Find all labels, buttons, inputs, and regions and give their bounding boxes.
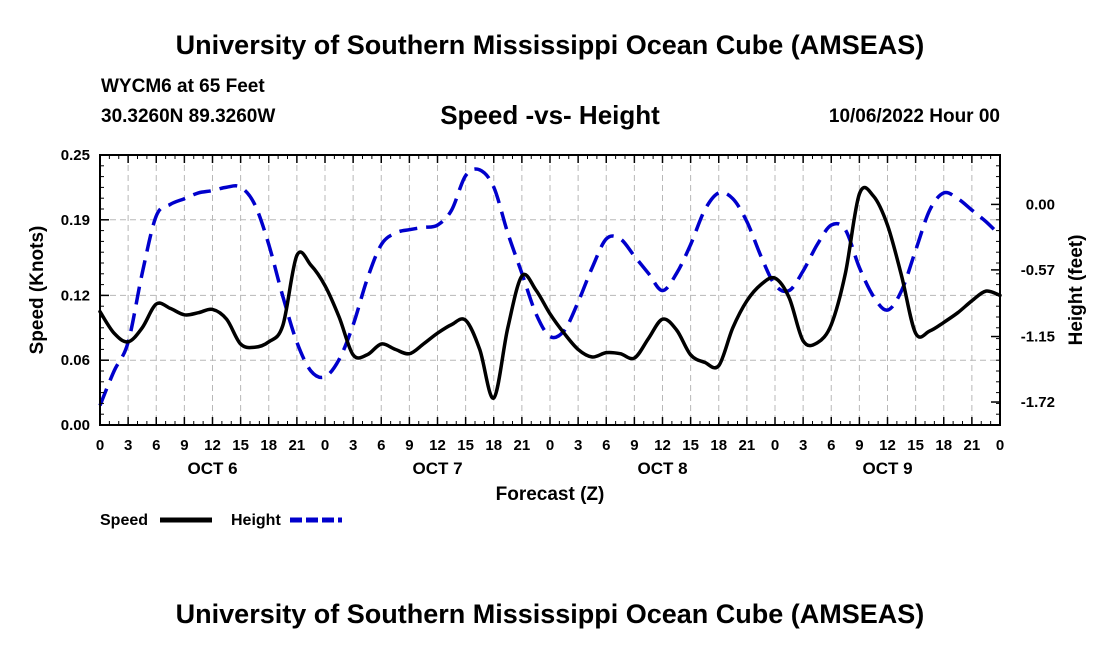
day-label: OCT 6	[187, 459, 237, 478]
x-tick-label: 21	[514, 437, 531, 454]
y-tick-label: 0.00	[61, 417, 90, 434]
x-tick-label: 6	[602, 437, 610, 454]
legend-speed-label: Speed	[100, 512, 148, 529]
y2-tick-label: -0.57	[1021, 262, 1055, 279]
x-tick-label: 18	[485, 437, 502, 454]
x-tick-label: 9	[180, 437, 188, 454]
day-label: OCT 9	[862, 459, 912, 478]
y-tick-label: 0.25	[61, 147, 90, 164]
x-tick-label: 3	[799, 437, 807, 454]
x-tick-label: 15	[682, 437, 699, 454]
x-tick-label: 0	[771, 437, 779, 454]
day-label: OCT 7	[412, 459, 462, 478]
x-tick-label: 15	[457, 437, 474, 454]
y2-tick-label: -1.15	[1021, 329, 1055, 346]
axis-labels: 0 3 6 9 12 15 18 21 0 3 6 9 12 15 18 21 0 3 6 9 12 15 18 21 0 3 6 9…	[61, 147, 1055, 478]
x-tick-label: 9	[855, 437, 863, 454]
x-tick-label: 18	[260, 437, 277, 454]
axis-ticks	[99, 154, 1001, 426]
x-tick-label: 3	[124, 437, 132, 454]
y-tick-label: 0.12	[61, 287, 90, 304]
chart-grid	[100, 155, 1000, 425]
x-tick-label: 9	[405, 437, 413, 454]
x-tick-label: 18	[710, 437, 727, 454]
series-layer	[98, 167, 1002, 407]
chart-subtitle: Speed -vs- Height	[440, 100, 660, 130]
speed-series-line	[98, 185, 1002, 400]
x-tick-label: 12	[204, 437, 221, 454]
x-tick-label: 3	[574, 437, 582, 454]
page-title: University of Southern Mississippi Ocean…	[175, 30, 925, 60]
forecast-datetime: 10/06/2022 Hour 00	[828, 106, 1000, 127]
x-tick-label: 6	[152, 437, 160, 454]
x-tick-label: 21	[964, 437, 981, 454]
y2-axis-title: Height (feet)	[1066, 235, 1087, 346]
y2-tick-label: 0.00	[1026, 196, 1055, 213]
x-tick-label: 0	[96, 437, 104, 454]
x-tick-label: 9	[630, 437, 638, 454]
footer-title: University of Southern Mississippi Ocean…	[175, 599, 925, 629]
legend-height-label: Height	[231, 512, 281, 529]
x-tick-label: 6	[827, 437, 835, 454]
x-tick-label: 15	[907, 437, 924, 454]
x-tick-label: 21	[289, 437, 306, 454]
x-tick-label: 15	[232, 437, 249, 454]
x-tick-label: 12	[429, 437, 446, 454]
x-tick-label: 18	[935, 437, 952, 454]
x-tick-label: 0	[321, 437, 329, 454]
y-axis-title: Speed (Knots)	[27, 226, 48, 355]
y2-tick-label: -1.72	[1021, 394, 1055, 411]
x-tick-label: 12	[879, 437, 896, 454]
location-label: 30.3260N 89.3260W	[101, 106, 276, 127]
day-label: OCT 8	[637, 459, 687, 478]
x-tick-label: 21	[739, 437, 756, 454]
chart-legend: Speed Height	[100, 512, 342, 529]
y-tick-label: 0.06	[61, 352, 90, 369]
station-label: WYCM6 at 65 Feet	[101, 76, 265, 97]
x-axis-title: Forecast (Z)	[496, 484, 605, 505]
x-tick-label: 0	[546, 437, 554, 454]
y-tick-label: 0.19	[61, 212, 90, 229]
x-tick-label: 6	[377, 437, 385, 454]
x-tick-label: 3	[349, 437, 357, 454]
x-tick-label: 0	[996, 437, 1004, 454]
x-tick-label: 12	[654, 437, 671, 454]
height-series-line	[98, 167, 1002, 407]
